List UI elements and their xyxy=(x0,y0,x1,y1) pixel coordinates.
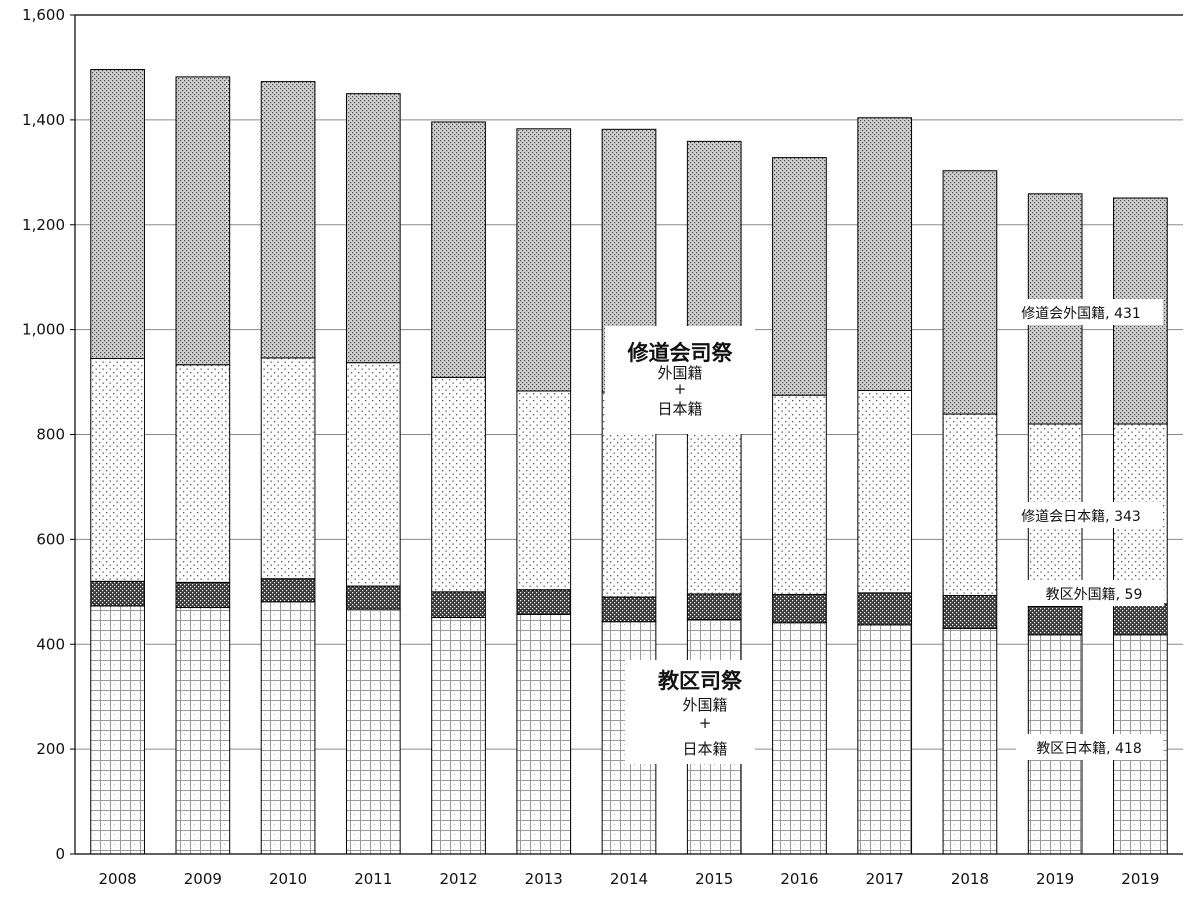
series-label-order-fr: 修道会外国籍, 431 xyxy=(1021,305,1141,322)
bar-segment-order-jp xyxy=(772,394,827,595)
bar-segment-parish-fr xyxy=(772,593,827,624)
series-label-parish-fr-bg xyxy=(1024,580,1164,606)
y-tick-label: 1,200 xyxy=(22,216,65,234)
bar-segment-order-jp xyxy=(175,364,231,583)
bar-segment-order-jp xyxy=(857,389,913,594)
x-tick-label: 2019 xyxy=(1121,870,1159,888)
annotation-order-title: 修道会司祭 xyxy=(627,341,734,365)
annotation-parish-line2: + xyxy=(699,714,712,732)
bar-segment-order-fr xyxy=(260,81,316,359)
annotation-parish: 教区司祭 外国籍 + 日本籍 xyxy=(625,660,755,764)
bar-segment-order-fr xyxy=(516,128,572,392)
y-tick-label: 1,400 xyxy=(22,111,65,129)
bar-segment-parish-fr xyxy=(260,578,316,603)
series-label-order-fr-bg xyxy=(1000,299,1163,325)
bar-segment-parish-fr xyxy=(686,593,742,621)
bar-segment-order-jp xyxy=(345,362,401,587)
bar-segment-parish-fr xyxy=(516,589,572,615)
y-tick-label: 1,000 xyxy=(22,321,65,339)
bar-segment-order-fr xyxy=(175,76,231,366)
plot-frame xyxy=(74,14,1183,855)
bar-segment-parish-fr xyxy=(1113,603,1168,636)
series-label-order-jp-bg xyxy=(1000,502,1163,528)
y-tick-label: 200 xyxy=(36,740,65,758)
y-tick-label: 0 xyxy=(55,845,65,863)
bar-segment-parish-fr xyxy=(1027,605,1083,636)
bar-segment-order-jp xyxy=(942,413,998,596)
bar-segment-parish-fr xyxy=(857,592,913,626)
y-tick-label: 800 xyxy=(36,426,65,444)
bar-segment-order-fr xyxy=(857,117,913,391)
x-tick-label: 2013 xyxy=(525,870,563,888)
annotation-order: 修道会司祭 外国籍 + 日本籍 xyxy=(605,326,755,434)
annotation-order-line1: 外国籍 xyxy=(657,364,702,382)
x-tick-label: 2010 xyxy=(269,870,307,888)
x-tick-label: 2016 xyxy=(780,870,818,888)
bar-segment-parish-fr xyxy=(175,581,231,609)
bar-segment-parish-fr xyxy=(345,585,401,610)
bar-segment-order-fr xyxy=(90,69,145,359)
bar-segment-order-jp xyxy=(431,376,486,593)
x-tick-label: 2008 xyxy=(99,870,137,888)
bar-segment-parish-jp xyxy=(516,613,572,855)
annotation-order-line3: 日本籍 xyxy=(657,400,702,418)
bar-segment-parish-fr xyxy=(90,580,145,607)
bar-segment-order-jp xyxy=(260,357,316,580)
x-tick-label: 2014 xyxy=(610,870,648,888)
y-tick-label: 400 xyxy=(36,635,65,653)
bar-segment-parish-jp xyxy=(345,608,401,855)
bar-segment-parish-jp xyxy=(857,624,913,855)
annotation-order-line2: + xyxy=(674,380,687,398)
annotation-parish-line3: 日本籍 xyxy=(682,740,727,758)
x-tick-label: 2018 xyxy=(951,870,989,888)
x-tick-label: 2011 xyxy=(354,870,392,888)
bar-segment-parish-jp xyxy=(90,605,145,855)
bar-segment-parish-jp xyxy=(942,628,998,855)
bar-segment-parish-jp xyxy=(431,617,486,855)
series-label-order-jp: 修道会日本籍, 343 xyxy=(1021,508,1141,525)
y-tick-label: 1,600 xyxy=(22,6,65,24)
bar-segment-parish-jp xyxy=(175,607,231,855)
bar-segment-parish-fr xyxy=(431,591,486,619)
x-tick-label: 2015 xyxy=(695,870,733,888)
x-tick-label: 2009 xyxy=(184,870,222,888)
annotation-parish-title: 教区司祭 xyxy=(658,669,743,693)
x-tick-label: 2017 xyxy=(866,870,904,888)
bar-segment-order-fr xyxy=(431,121,486,378)
bar-segment-parish-fr xyxy=(942,594,998,630)
series-label-parish-fr: 教区外国籍, 59 xyxy=(1046,586,1143,603)
annotation-order-background xyxy=(605,326,755,434)
bar-segment-parish-jp xyxy=(260,601,316,855)
y-axis-ticks: 0 200 400 600 800 1,000 1,200 1,400 1,600 xyxy=(22,6,75,863)
bar-segment-parish-fr xyxy=(601,596,657,623)
bar-segment-parish-jp xyxy=(772,622,827,855)
bar-segment-order-fr xyxy=(772,157,827,396)
bar-segment-order-jp xyxy=(90,357,145,582)
y-tick-label: 600 xyxy=(36,530,65,548)
bar-segment-order-jp xyxy=(516,390,572,591)
x-axis-labels: 2008 2009 2010 2011 2012 2013 2014 2015 2016 2017… xyxy=(99,870,1160,888)
series-label-parish-jp: 教区日本籍, 418 xyxy=(1036,740,1142,757)
annotation-parish-line1: 外国籍 xyxy=(682,696,727,714)
annotation-parish-background xyxy=(625,660,755,764)
bar-segment-order-fr xyxy=(942,170,998,415)
series-label-parish-jp-bg xyxy=(1016,734,1163,760)
series-labels: 修道会外国籍, 431 修道会日本籍, 343 教区外国籍, 59 教区日本籍,… xyxy=(1000,299,1164,760)
x-tick-label: 2012 xyxy=(439,870,477,888)
x-tick-label: 2019 xyxy=(1036,870,1074,888)
bar-segment-order-fr xyxy=(345,93,401,364)
